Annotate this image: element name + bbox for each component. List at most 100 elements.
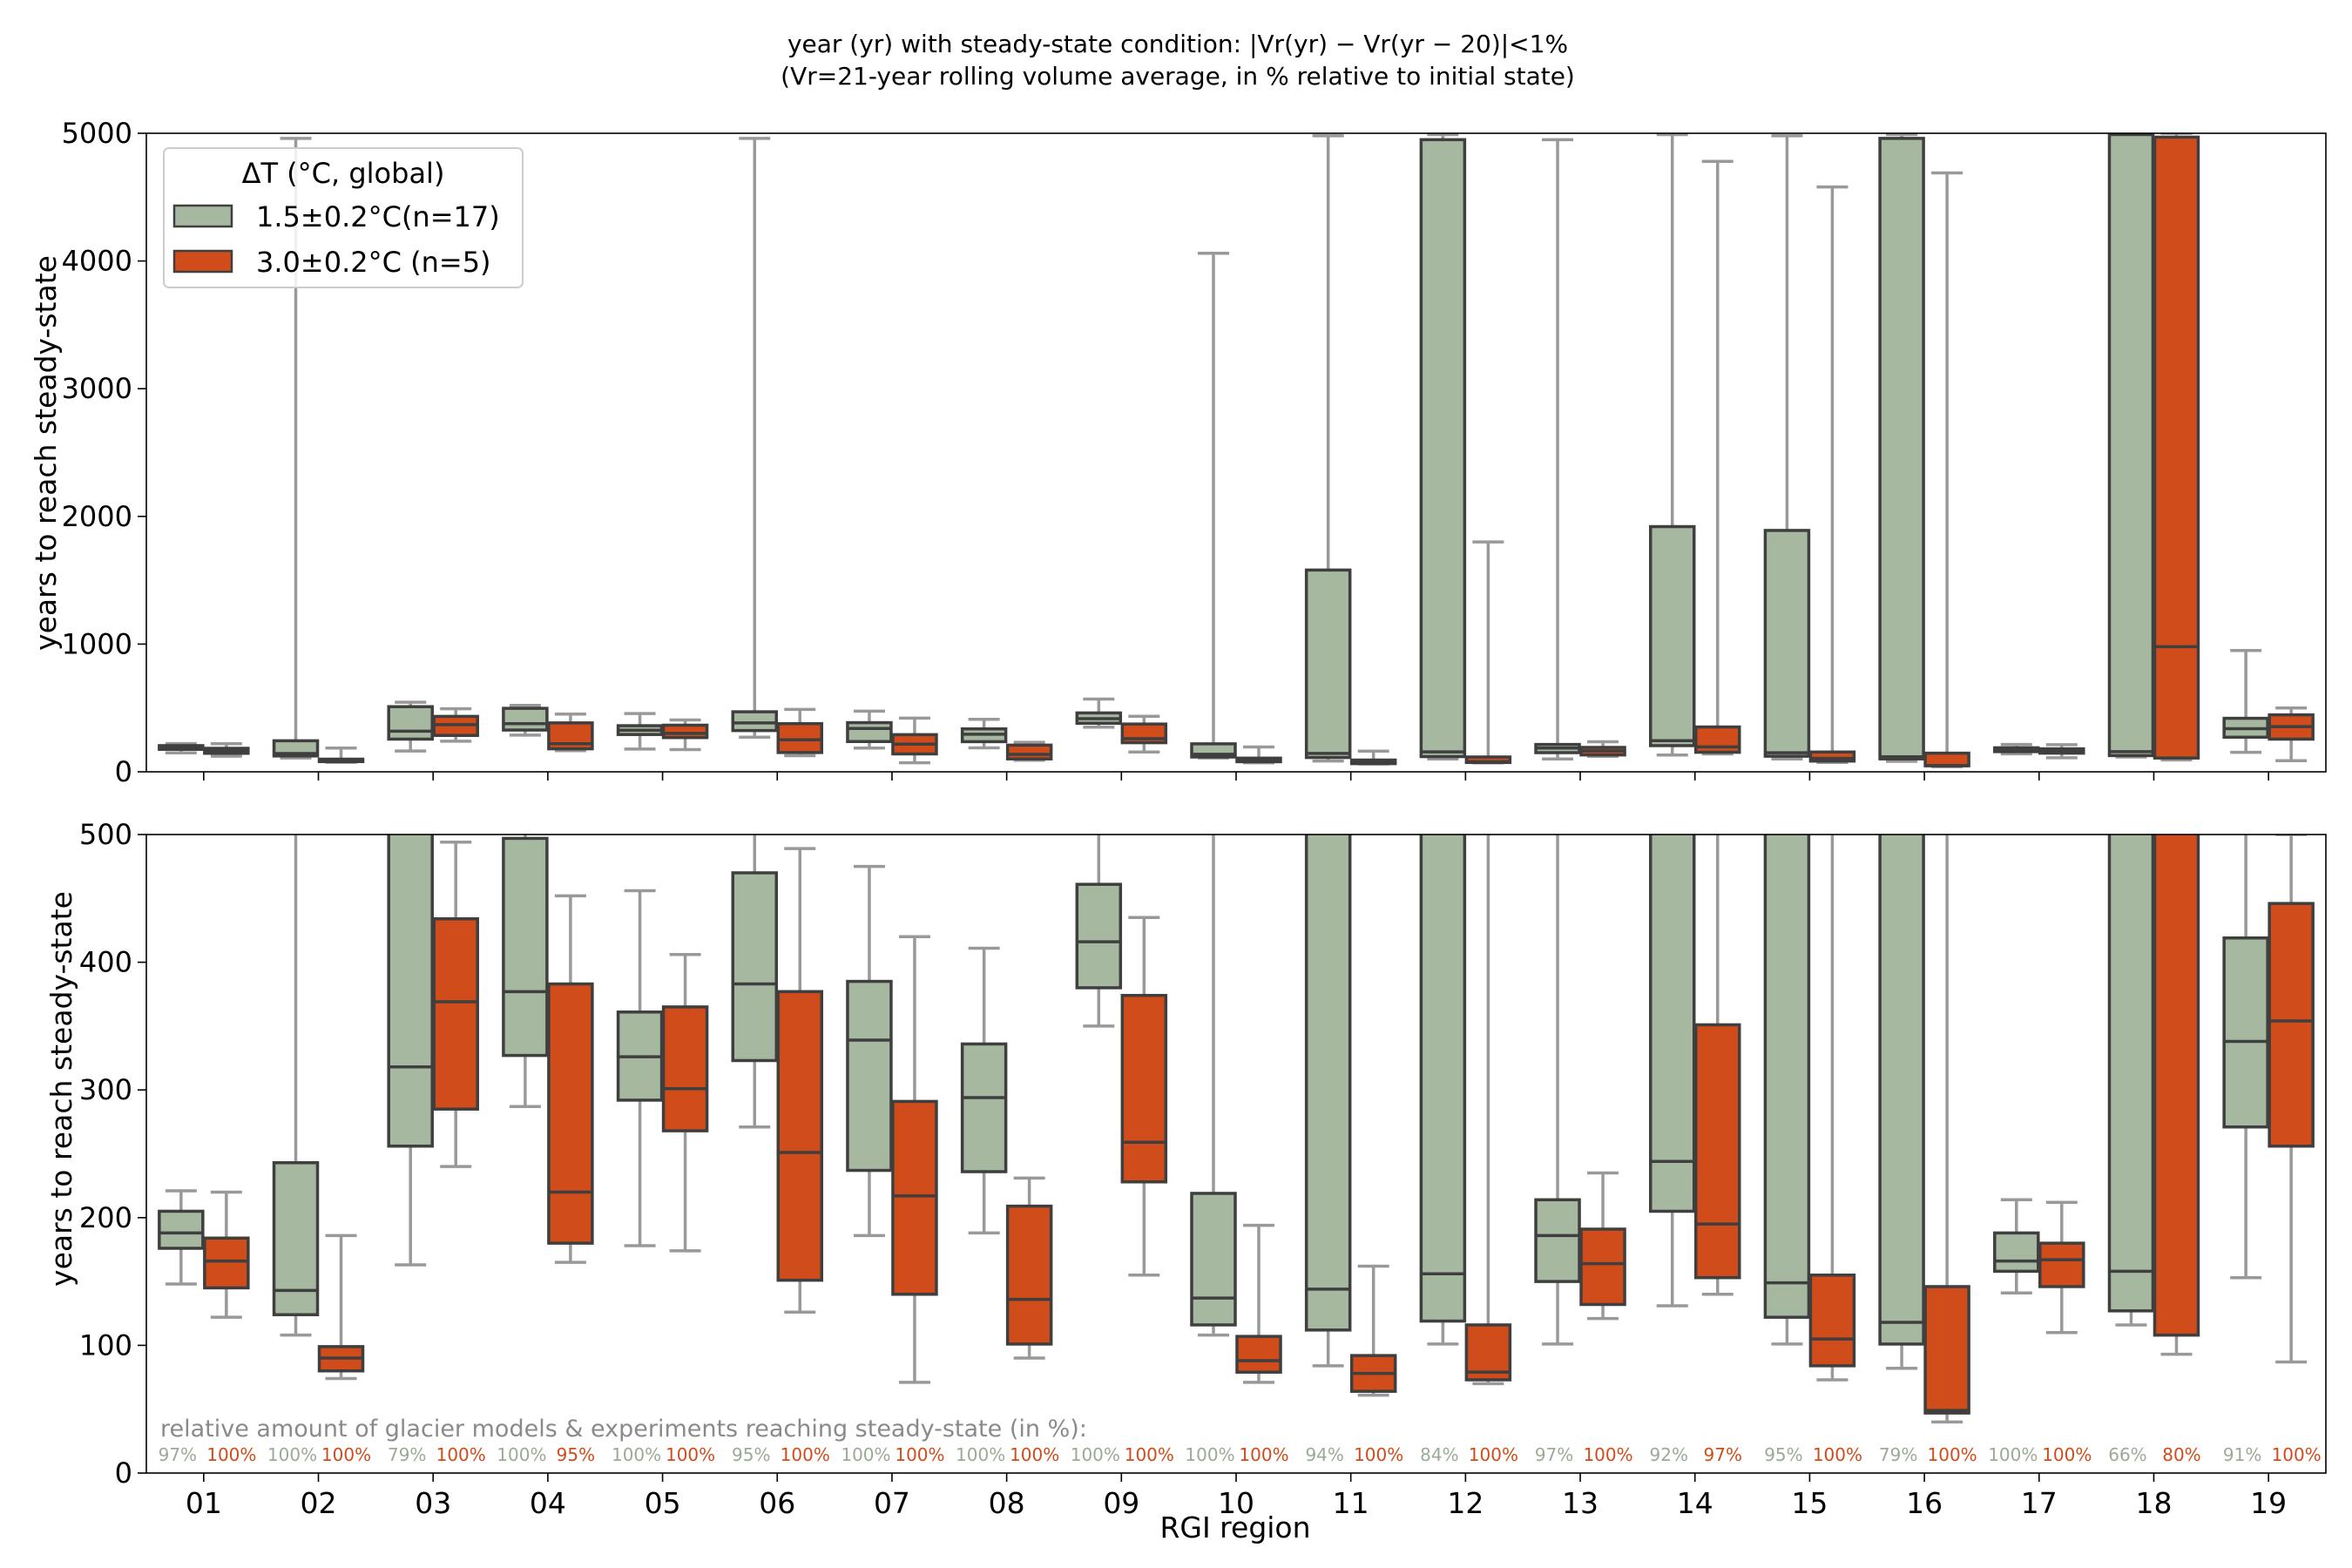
iqr-box <box>1763 529 1811 758</box>
box-top-series-2-region-18 <box>2153 133 2200 762</box>
box-bottom-series-2-region-01 <box>203 1190 250 1319</box>
iqr-box <box>1579 1227 1626 1307</box>
pct-label-series-1: 97% <box>1535 1444 1573 1465</box>
box-bottom-series-2-region-10 <box>1235 1223 1282 1384</box>
legend-swatch-series-1 <box>172 204 233 228</box>
iqr-box <box>2268 902 2315 1148</box>
box-bottom-series-1-region-10 <box>1190 835 1237 1337</box>
iqr-box <box>387 705 434 741</box>
pct-label-series-1: 100% <box>612 1444 661 1465</box>
box-top-series-2-region-03 <box>432 706 479 743</box>
y-axis-label-bottom: years to reach steady-state <box>44 891 78 1287</box>
pct-label-series-1: 100% <box>1185 1444 1234 1465</box>
box-bottom-series-2-region-14 <box>1693 835 1741 1296</box>
chart-title-line2: (Vr=21-year rolling volume average, in %… <box>781 62 1575 91</box>
x-tick-label: 03 <box>415 1486 451 1520</box>
box-top-series-1-region-18 <box>2107 133 2155 759</box>
box-bottom-series-1-region-17 <box>1993 1198 2040 1295</box>
box-top-series-2-region-02 <box>317 746 365 764</box>
iqr-box <box>1648 524 1696 747</box>
pct-label-series-1: 100% <box>1071 1444 1120 1465</box>
iqr-box <box>2038 1241 2085 1288</box>
iqr-box <box>776 721 824 754</box>
box-bottom-series-2-region-11 <box>1349 1264 1397 1397</box>
box-bottom-series-2-region-02 <box>317 1233 365 1381</box>
iqr-box <box>1419 835 1467 1323</box>
box-top-series-1-region-13 <box>1534 138 1581 760</box>
legend-label-series-1: 1.5±0.2°C(n=17) <box>256 200 500 233</box>
iqr-box <box>1120 993 1168 1184</box>
box-bottom-series-1-region-08 <box>960 946 1008 1235</box>
box-bottom-series-2-region-15 <box>1808 835 1856 1382</box>
bottom-panel: 0 100 200 300 400 500 01 02 03 04 05 06 07 08 09 10 11 12… <box>79 818 2327 1520</box>
legend-title: ΔT (°C, global) <box>242 157 445 190</box>
top-y-tick-label: 4000 <box>62 245 132 278</box>
box-top-series-1-region-19 <box>2222 648 2269 754</box>
top-y-tick-label: 3000 <box>62 372 132 405</box>
box-top-series-2-region-01 <box>203 741 250 758</box>
box-top-series-1-region-01 <box>158 741 205 755</box>
x-tick-label: 19 <box>2250 1486 2287 1520</box>
pct-label-series-1: 95% <box>1764 1444 1802 1465</box>
iqr-box <box>846 979 893 1173</box>
box-top-series-1-region-07 <box>846 709 893 750</box>
legend-swatch-series-2 <box>172 249 233 274</box>
bottom-y-tick-label: 200 <box>79 1201 132 1234</box>
iqr-box <box>1534 1198 1581 1283</box>
iqr-box <box>1005 1204 1053 1346</box>
pct-label-series-2: 100% <box>1239 1444 1288 1465</box>
pct-label-series-2: 100% <box>1010 1444 1059 1465</box>
top-y-tick-label: 1000 <box>62 627 132 660</box>
x-tick-label: 15 <box>1791 1486 1828 1520</box>
pct-label-series-1: 95% <box>732 1444 770 1465</box>
iqr-box <box>891 1099 938 1296</box>
box-bottom-series-1-region-19 <box>2222 835 2269 1280</box>
bottom-y-tick-label: 0 <box>115 1456 132 1490</box>
box-top-series-2-region-15 <box>1808 185 1856 765</box>
pct-label-series-2: 100% <box>1354 1444 1403 1465</box>
iqr-box <box>2153 835 2200 1337</box>
box-top-series-1-region-14 <box>1648 133 1696 757</box>
iqr-box <box>1304 835 1352 1332</box>
iqr-box <box>960 1042 1008 1173</box>
iqr-box <box>2107 835 2155 1313</box>
pct-label-series-2: 100% <box>1813 1444 1862 1465</box>
pct-label-series-1: 79% <box>388 1444 426 1465</box>
pct-label-series-2: 80% <box>2162 1444 2200 1465</box>
box-bottom-series-2-region-04 <box>547 894 594 1264</box>
box-bottom-series-1-region-02 <box>272 835 320 1337</box>
pct-label-series-2: 100% <box>2042 1444 2092 1465</box>
iqr-box <box>1808 1274 1856 1368</box>
x-tick-label: 06 <box>759 1486 795 1520</box>
box-bottom-series-2-region-03 <box>432 841 479 1168</box>
box-top-series-2-region-04 <box>547 712 594 753</box>
box-bottom-series-1-region-03 <box>387 835 434 1267</box>
x-tick-label: 14 <box>1677 1486 1713 1520</box>
pct-label-series-1: 97% <box>159 1444 197 1465</box>
legend: ΔT (°C, global) 1.5±0.2°C(n=17) 3.0±0.2°… <box>163 147 524 288</box>
bottom-y-tick-label: 100 <box>79 1328 132 1362</box>
box-bottom-series-1-region-07 <box>846 864 893 1238</box>
chart-title-line1: year (yr) with steady-state condition: |… <box>787 30 1568 58</box>
box-top-series-2-region-08 <box>1005 740 1053 762</box>
pct-label-series-2: 100% <box>666 1444 715 1465</box>
box-bottom-series-2-region-18 <box>2153 835 2200 1356</box>
x-tick-label: 11 <box>1333 1486 1369 1520</box>
iqr-box <box>1923 1285 1970 1415</box>
box-top-series-1-region-06 <box>731 137 779 740</box>
box-bottom-series-1-region-06 <box>731 835 779 1129</box>
box-top-series-1-region-04 <box>502 704 549 737</box>
box-bottom-series-2-region-09 <box>1120 916 1168 1277</box>
iqr-box <box>387 835 434 1148</box>
box-bottom-series-2-region-16 <box>1923 835 1970 1424</box>
iqr-box <box>1648 835 1696 1213</box>
pct-label-series-2: 100% <box>321 1444 371 1465</box>
box-top-series-1-region-08 <box>960 717 1008 750</box>
iqr-box <box>2107 133 2155 758</box>
x-tick-label: 16 <box>1906 1486 1943 1520</box>
x-tick-label: 07 <box>874 1486 910 1520</box>
x-tick-label: 17 <box>2021 1486 2058 1520</box>
box-bottom-series-1-region-01 <box>158 1189 205 1286</box>
box-bottom-series-1-region-14 <box>1648 835 1696 1308</box>
